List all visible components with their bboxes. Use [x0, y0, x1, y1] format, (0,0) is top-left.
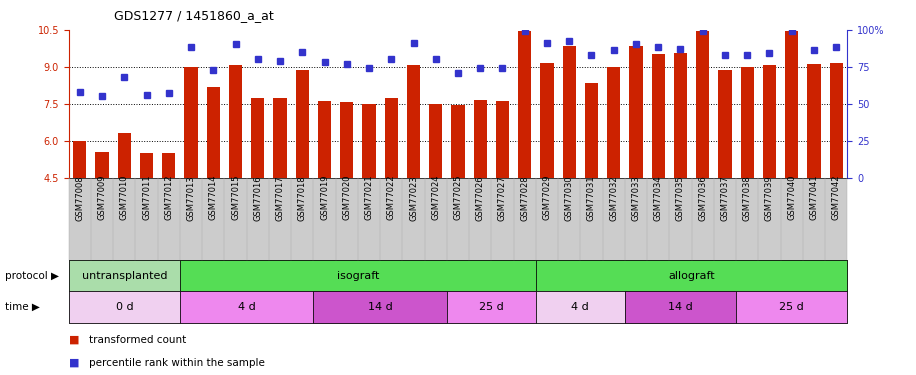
- Text: percentile rank within the sample: percentile rank within the sample: [89, 357, 265, 368]
- Bar: [318, 101, 332, 178]
- Bar: [607, 67, 620, 178]
- Bar: [340, 102, 354, 178]
- Bar: [251, 98, 265, 178]
- Bar: [651, 54, 665, 178]
- Bar: [629, 46, 643, 178]
- Bar: [363, 104, 376, 178]
- Bar: [385, 98, 398, 178]
- Bar: [584, 83, 598, 178]
- Bar: [95, 152, 109, 178]
- Bar: [740, 67, 754, 178]
- Text: protocol ▶: protocol ▶: [5, 271, 59, 281]
- Text: 4 d: 4 d: [238, 302, 256, 312]
- Bar: [562, 46, 576, 178]
- Bar: [296, 70, 309, 178]
- Bar: [429, 104, 442, 178]
- Bar: [496, 101, 509, 178]
- Text: 0 d: 0 d: [115, 302, 133, 312]
- Bar: [518, 31, 531, 178]
- Text: 14 d: 14 d: [367, 302, 393, 312]
- Text: untransplanted: untransplanted: [82, 271, 167, 281]
- Text: time ▶: time ▶: [5, 302, 39, 312]
- Bar: [184, 67, 198, 178]
- Bar: [407, 65, 420, 178]
- Text: ■: ■: [69, 335, 82, 345]
- Bar: [207, 87, 220, 178]
- Bar: [474, 100, 487, 178]
- Text: ■: ■: [69, 357, 82, 368]
- Bar: [674, 53, 687, 178]
- Bar: [229, 65, 242, 178]
- Bar: [140, 153, 153, 178]
- Bar: [807, 64, 821, 178]
- Bar: [718, 70, 732, 178]
- Bar: [540, 63, 553, 178]
- Bar: [162, 153, 176, 178]
- Bar: [830, 63, 843, 178]
- Text: 4 d: 4 d: [572, 302, 589, 312]
- Text: GDS1277 / 1451860_a_at: GDS1277 / 1451860_a_at: [114, 9, 274, 22]
- Text: 25 d: 25 d: [479, 302, 504, 312]
- Text: 25 d: 25 d: [780, 302, 804, 312]
- Bar: [785, 31, 799, 178]
- Bar: [273, 98, 287, 178]
- Text: transformed count: transformed count: [89, 335, 186, 345]
- Text: isograft: isograft: [337, 271, 379, 281]
- Bar: [763, 65, 776, 178]
- Bar: [73, 141, 86, 178]
- Text: 14 d: 14 d: [668, 302, 692, 312]
- Text: allograft: allograft: [669, 271, 714, 281]
- Bar: [452, 105, 464, 178]
- Bar: [696, 31, 709, 178]
- Bar: [117, 134, 131, 178]
